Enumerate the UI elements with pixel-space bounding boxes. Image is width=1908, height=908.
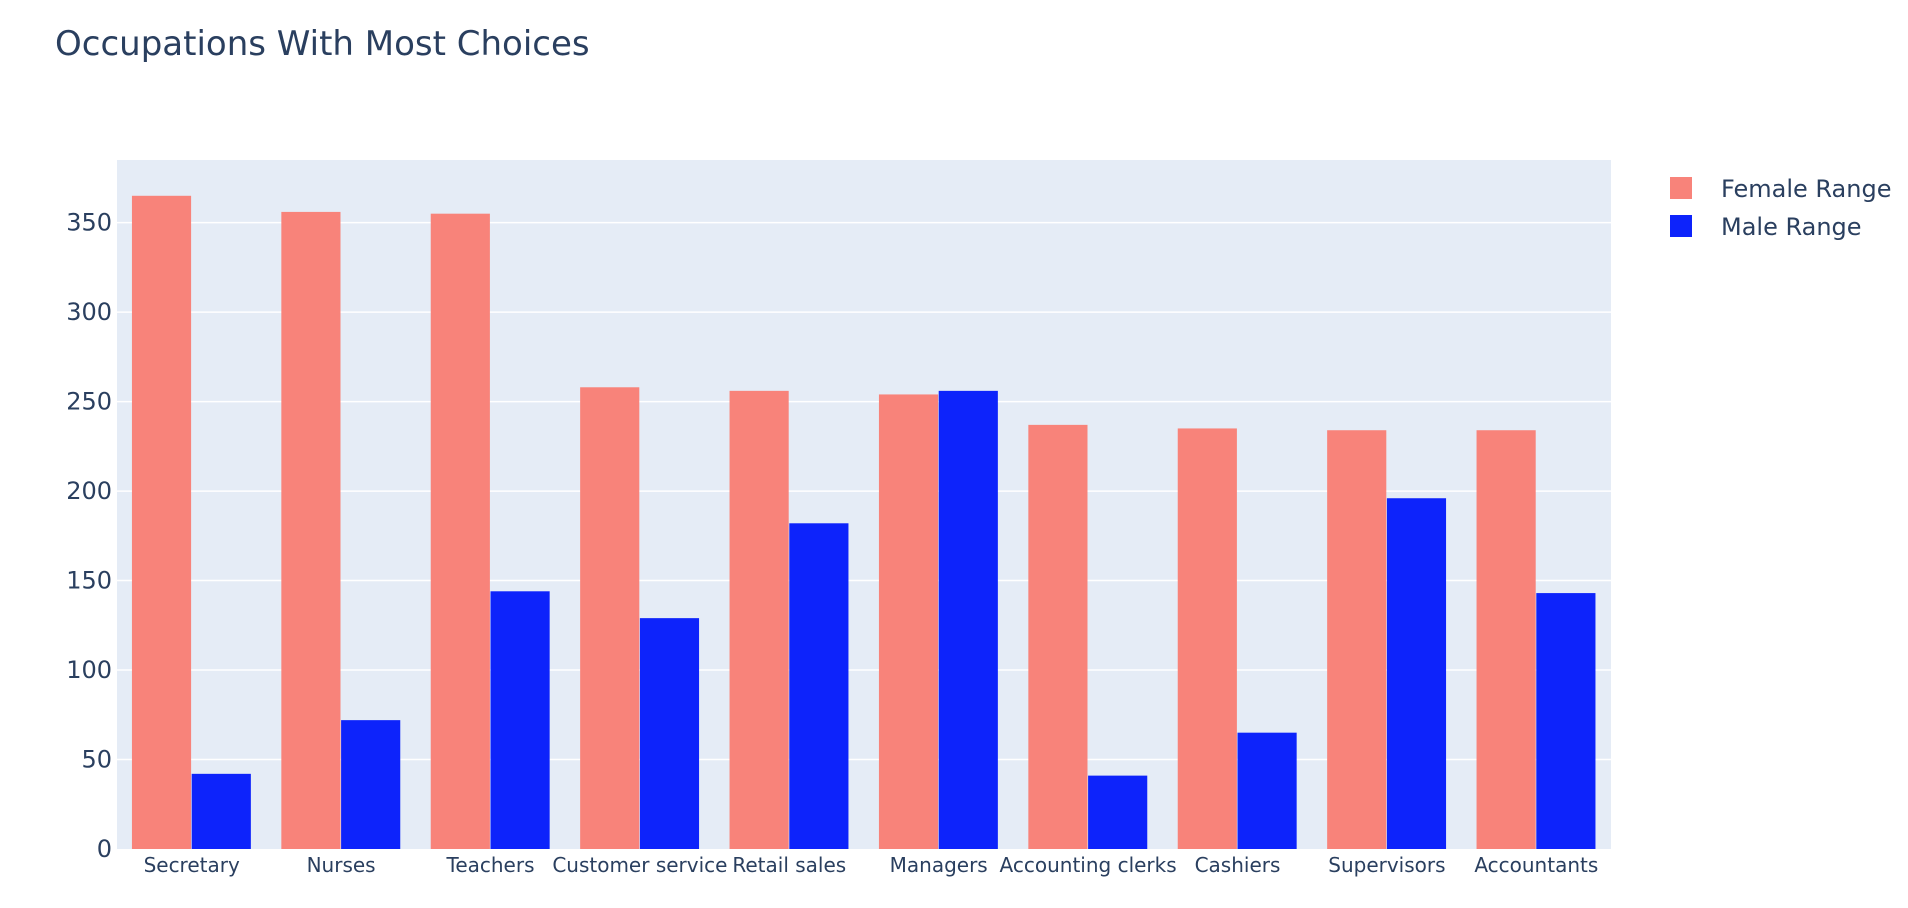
y-tick-label: 100	[66, 656, 112, 684]
bar-female[interactable]	[1028, 424, 1088, 849]
bar-male[interactable]	[490, 591, 550, 849]
x-tick-label: Nurses	[307, 853, 376, 877]
bar-female[interactable]	[1327, 430, 1387, 849]
x-tick-label: Retail sales	[732, 853, 846, 877]
legend-item[interactable]: Female Range	[1670, 175, 1891, 203]
bar-male[interactable]	[938, 390, 998, 849]
x-tick-label: Accountants	[1474, 853, 1598, 877]
x-tick-label: Secretary	[144, 853, 240, 877]
legend-label: Male Range	[1721, 213, 1862, 241]
bar-female[interactable]	[131, 195, 192, 849]
legend-swatch	[1670, 215, 1692, 237]
y-tick-label: 300	[66, 298, 112, 326]
y-tick-label: 350	[66, 209, 112, 237]
x-tick-label: Teachers	[446, 853, 535, 877]
legend-swatch	[1670, 177, 1692, 199]
bar-female[interactable]	[430, 213, 490, 850]
bar-female[interactable]	[580, 387, 640, 849]
y-tick-label: 0	[97, 835, 112, 863]
x-tick-label: Accounting clerks	[1000, 853, 1177, 877]
bar-male[interactable]	[1088, 775, 1148, 849]
bar-male[interactable]	[789, 523, 849, 849]
bar-female[interactable]	[878, 394, 939, 849]
y-tick-label: 250	[66, 388, 112, 416]
bar-female[interactable]	[1476, 430, 1536, 849]
legend-item[interactable]: Male Range	[1670, 213, 1862, 241]
bar-male[interactable]	[1536, 593, 1596, 849]
bar-male[interactable]	[1237, 732, 1297, 849]
x-tick-label: Supervisors	[1328, 853, 1445, 877]
legend-label: Female Range	[1721, 175, 1891, 203]
bar-male[interactable]	[1386, 498, 1447, 849]
legend[interactable]: Female Range Male Range	[1670, 175, 1891, 241]
bar-male[interactable]	[639, 618, 700, 849]
y-tick-label: 200	[66, 477, 112, 505]
y-tick-label: 150	[66, 567, 112, 595]
bar-female[interactable]	[1177, 428, 1237, 849]
bar-male[interactable]	[341, 720, 401, 849]
x-tick-label: Customer service	[552, 853, 727, 877]
x-axis-ticks: Secretary Nurses Teachers Customer service R…	[144, 853, 1599, 877]
bars	[131, 195, 1596, 850]
bar-female[interactable]	[281, 211, 341, 850]
bar-male[interactable]	[191, 773, 251, 849]
bar-female[interactable]	[729, 390, 789, 849]
x-tick-label: Cashiers	[1195, 853, 1281, 877]
chart-title: Occupations With Most Choices	[55, 24, 590, 64]
x-tick-label: Managers	[890, 853, 988, 877]
y-axis-ticks: 0 50 100 150 200 250 300 350	[66, 209, 112, 863]
y-tick-label: 50	[81, 746, 112, 774]
